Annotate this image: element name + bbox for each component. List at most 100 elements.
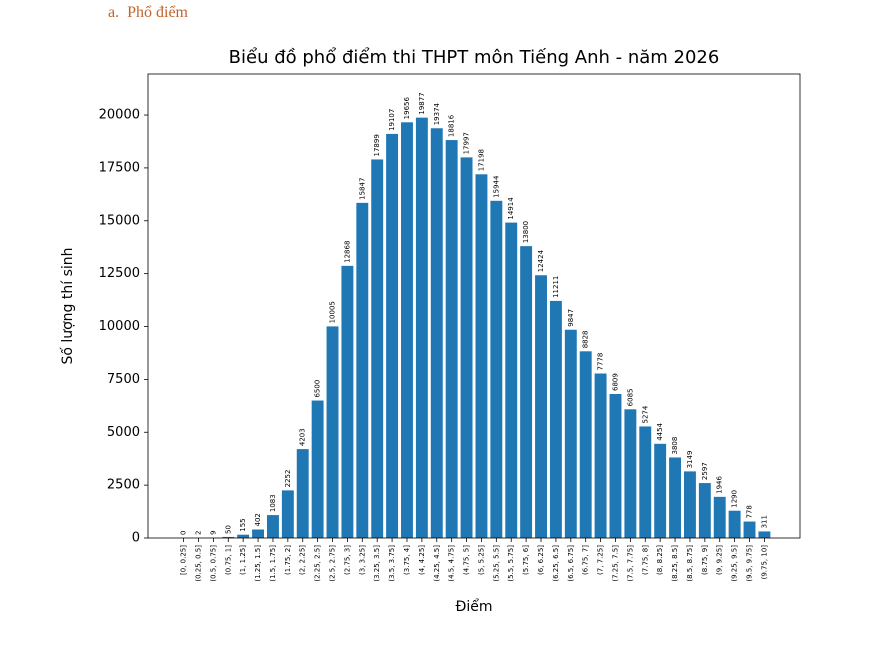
data-label: 6500 (314, 380, 322, 398)
x-tick-label: (7, 7.25] (597, 545, 605, 575)
x-tick-label: (1.75, 2] (284, 545, 292, 575)
x-tick-label: (3.75, 4] (403, 545, 411, 575)
x-tick-label: (3.25, 3.5] (373, 545, 381, 582)
y-tick-label: 17500 (99, 160, 140, 175)
data-label: 2597 (701, 462, 709, 480)
bar (549, 300, 562, 538)
bar (401, 122, 413, 538)
x-tick-label: (8.75, 9] (701, 545, 709, 575)
x-tick-label: (2.5, 2.75] (329, 545, 337, 582)
bar (341, 265, 354, 538)
data-label: 1946 (716, 475, 724, 493)
x-tick-label: (5.75, 6] (522, 545, 530, 575)
bar (445, 140, 458, 539)
data-label: 17997 (463, 132, 471, 154)
data-label: 0 (180, 531, 188, 535)
data-label: 18816 (448, 114, 456, 137)
data-label: 4203 (299, 428, 307, 446)
x-tick-label: (3, 3.25] (358, 545, 366, 575)
bar (609, 393, 622, 538)
bar (683, 471, 696, 538)
x-tick-label: (4.5, 4.75] (448, 545, 456, 582)
bar (356, 202, 369, 538)
data-label: 19656 (403, 96, 411, 119)
data-label: 15847 (358, 178, 366, 200)
data-label: 12868 (343, 241, 351, 263)
bar (639, 426, 652, 538)
bar (535, 275, 547, 538)
data-label: 1290 (731, 490, 739, 508)
bar (311, 400, 324, 538)
data-label: 50 (224, 525, 232, 534)
x-tick-label: (7.25, 7.5] (611, 545, 619, 582)
data-label: 155 (239, 518, 247, 531)
data-label: 17198 (477, 149, 485, 171)
data-label: 19877 (418, 92, 426, 114)
data-label: 13800 (522, 221, 530, 243)
x-tick-label: (7.5, 7.75] (626, 545, 634, 582)
bar (371, 159, 384, 539)
data-label: 778 (746, 505, 754, 518)
bar (564, 329, 577, 538)
bar (460, 157, 473, 538)
x-tick-label: (4.75, 5] (463, 545, 471, 575)
x-tick-label: (2.75, 3] (343, 545, 351, 575)
bar (281, 490, 294, 538)
x-tick-label: (5.25, 5.5] (492, 545, 500, 582)
x-tick-label: (2, 2.25] (299, 545, 307, 575)
chart-title: Biểu đồ phổ điểm thi THPT môn Tiếng Anh … (229, 47, 720, 68)
y-tick-label: 15000 (99, 213, 140, 228)
data-label: 15944 (492, 175, 500, 198)
y-axis-label: Số lượng thí sinh (59, 247, 76, 364)
data-label: 17899 (373, 134, 381, 156)
x-tick-label: (3.5, 3.75] (388, 545, 396, 582)
data-label: 6085 (626, 388, 634, 406)
x-tick-label: (9.75, 10] (760, 545, 768, 580)
section-heading: a. Phổ điểm (108, 4, 188, 21)
data-label: 8828 (582, 330, 590, 348)
x-tick-label: (6.75, 7] (582, 545, 590, 575)
data-label: 3149 (686, 451, 694, 469)
data-label: 4454 (656, 422, 664, 440)
x-tick-label: (4.25, 4.5] (433, 545, 441, 582)
bar (624, 409, 637, 538)
x-tick-label: (9, 9.25] (716, 545, 724, 575)
bar (654, 443, 667, 538)
data-label: 11211 (552, 276, 560, 298)
data-label: 9 (209, 530, 217, 534)
bar (326, 326, 339, 538)
x-tick-label: (0.5, 0.75] (209, 545, 217, 582)
x-tick-label: (6, 6.25] (537, 545, 545, 575)
bar (296, 449, 309, 538)
data-label: 19374 (433, 102, 441, 125)
bar (252, 529, 265, 538)
data-label: 5274 (641, 405, 649, 423)
x-tick-label: (6.25, 6.5] (552, 545, 560, 582)
x-tick-label: (7.75, 8] (641, 545, 649, 575)
x-tick-label: (4, 4.25] (418, 545, 426, 575)
bar (430, 128, 443, 538)
bar (475, 174, 488, 538)
y-tick-label: 0 (132, 531, 140, 546)
x-tick-label: [0, 0.25] (180, 545, 188, 575)
bar (490, 200, 503, 538)
x-tick-label: (9.5, 9.75] (746, 545, 754, 582)
bar (505, 222, 518, 538)
data-label: 3808 (671, 437, 679, 455)
data-label: 6809 (611, 373, 619, 391)
y-tick-label: 10000 (99, 319, 140, 334)
data-label: 14914 (507, 197, 515, 220)
bar (266, 515, 279, 538)
x-tick-label: (8, 8.25] (656, 545, 664, 575)
bar (743, 521, 756, 538)
data-label: 311 (760, 515, 768, 528)
data-label: 9847 (567, 309, 575, 327)
bar (698, 483, 711, 538)
x-tick-label: (8.25, 8.5] (671, 545, 679, 582)
bar (386, 133, 399, 538)
x-tick-label: (1.25, 1.5] (254, 545, 262, 582)
x-tick-label: (0.75, 1] (224, 545, 232, 575)
plot-frame (147, 73, 801, 539)
